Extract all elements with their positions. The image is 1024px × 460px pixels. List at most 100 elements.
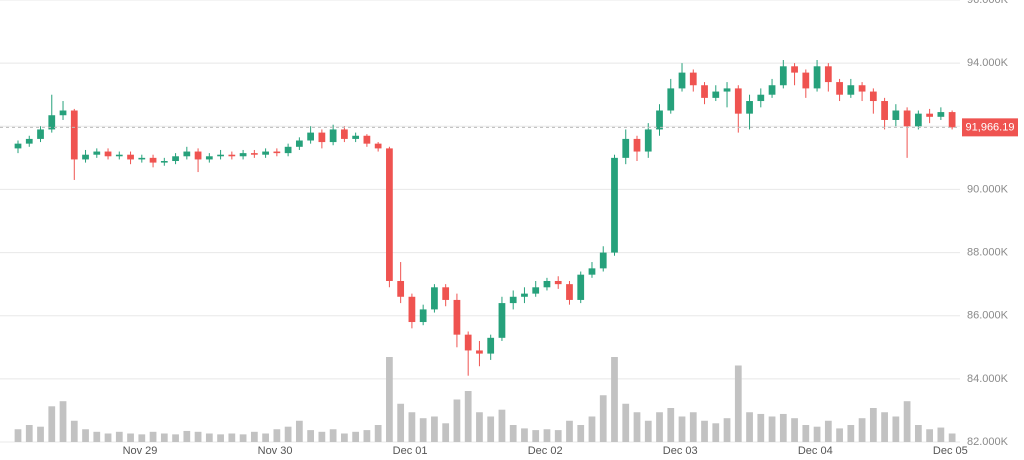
volume-bar	[712, 423, 720, 442]
x-tick-label: Dec 01	[393, 445, 428, 457]
volume-bar	[532, 430, 540, 442]
candle-body	[723, 88, 731, 92]
volume-bar	[644, 420, 652, 442]
candle-body	[14, 143, 22, 149]
volume-bar	[59, 401, 67, 442]
volume-bar	[284, 426, 292, 442]
candle-body	[127, 154, 134, 160]
candle-body	[374, 143, 382, 149]
volume-bar	[768, 416, 776, 442]
candle-body	[611, 157, 618, 253]
candle-body	[487, 337, 495, 354]
candle-body	[284, 146, 292, 154]
candle-body	[408, 296, 416, 323]
volume-bar	[588, 416, 596, 442]
volume-bar	[453, 399, 461, 442]
volume-bar	[881, 412, 888, 442]
volume-bar	[419, 418, 427, 442]
volume-bar	[138, 434, 146, 442]
volume-bar	[352, 431, 360, 442]
candle-body	[431, 287, 438, 310]
volume-bar	[14, 429, 22, 442]
volume-bar	[746, 412, 753, 442]
candle-body	[791, 66, 798, 73]
candle-body	[813, 66, 821, 89]
volume-bar	[813, 426, 821, 442]
x-tick-label: Dec 03	[663, 445, 698, 457]
candle-body	[397, 280, 405, 297]
volume-bar	[318, 431, 326, 442]
candle-body	[138, 157, 146, 160]
volume-bar	[115, 431, 123, 442]
last-price-tag	[962, 118, 1018, 137]
volume-bar	[183, 430, 191, 442]
volume-bar	[160, 433, 168, 442]
candle-body	[509, 296, 517, 304]
candle-body	[329, 129, 337, 143]
candle-body	[341, 129, 348, 139]
candle-body	[273, 151, 281, 154]
volume-bar	[48, 406, 56, 442]
volume-bar	[723, 418, 731, 442]
candle-body	[521, 293, 528, 297]
candle-body	[59, 110, 67, 116]
candle-body	[937, 112, 945, 117]
candle-body	[881, 101, 888, 120]
y-tick-label: 84.000K	[967, 373, 1009, 385]
volume-bar	[205, 433, 213, 442]
volume-bar	[25, 425, 33, 442]
candle-body	[318, 132, 326, 143]
volume-bar	[262, 433, 269, 442]
candle-body	[464, 334, 472, 351]
volume-bar	[127, 433, 134, 442]
candle-body	[37, 129, 44, 139]
candle-body	[363, 135, 371, 144]
candle-body	[757, 94, 765, 102]
volume-bar	[937, 427, 945, 442]
volume-bar	[386, 357, 393, 442]
volume-bar	[914, 425, 922, 442]
candle-body	[228, 154, 236, 157]
y-tick-label: 86.000K	[967, 310, 1009, 322]
volume-bar	[476, 412, 483, 442]
volume-bar	[858, 418, 866, 442]
candle-body	[386, 148, 393, 281]
candle-body	[476, 350, 483, 354]
candle-body	[914, 113, 922, 127]
candle-body	[70, 110, 78, 160]
volume-bar	[948, 433, 956, 442]
candle-body	[498, 303, 506, 338]
candle-body	[858, 85, 866, 92]
candle-body	[903, 110, 911, 127]
candle-body	[701, 85, 708, 98]
candle-body	[948, 112, 956, 128]
candle-body	[678, 72, 686, 89]
candle-body	[250, 153, 258, 155]
candle-body	[644, 129, 652, 152]
candle-body	[622, 138, 630, 158]
x-tick-label: Dec 04	[798, 445, 833, 457]
volume-bar	[464, 391, 472, 442]
candle-body	[183, 151, 191, 157]
volume-bar	[779, 413, 787, 442]
volume-bar	[487, 416, 495, 442]
candle-body	[419, 309, 427, 323]
candle-body	[802, 72, 810, 89]
candle-body	[48, 115, 56, 130]
candle-body	[453, 299, 461, 335]
candle-body	[307, 132, 314, 141]
volume-bar	[577, 425, 585, 442]
candle-body	[599, 252, 607, 269]
volume-bar	[341, 433, 348, 442]
y-tick-label: 82.000K	[967, 436, 1009, 448]
candle-body	[667, 88, 675, 111]
candle-body	[734, 88, 742, 114]
y-tick-label: 88.000K	[967, 246, 1009, 258]
candle-body	[869, 91, 877, 102]
volume-bar	[689, 412, 697, 442]
volume-bar	[217, 434, 224, 442]
volume-bar	[791, 418, 798, 442]
candle-body	[836, 82, 843, 95]
